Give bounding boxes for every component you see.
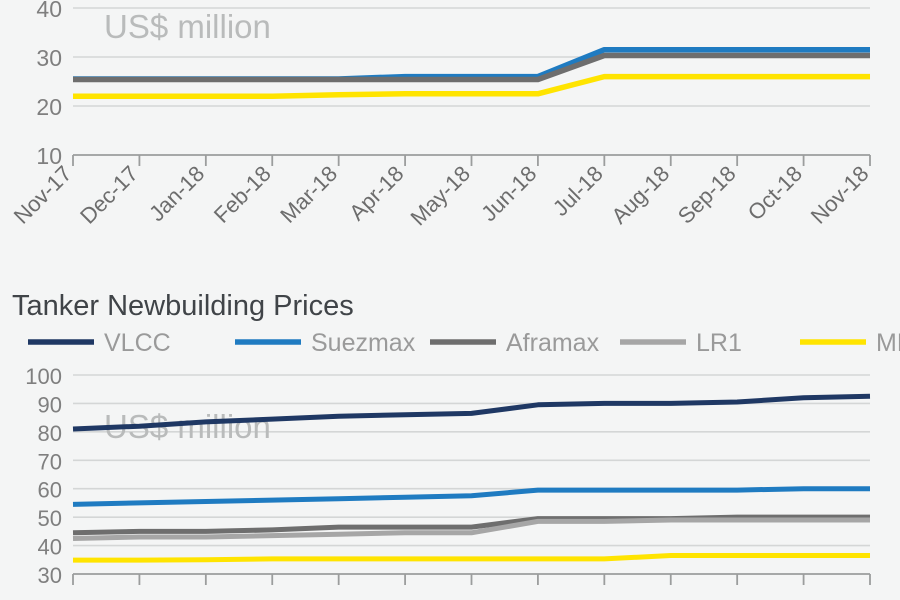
series-line-lr1 — [72, 517, 870, 541]
series-line-mr — [73, 553, 870, 563]
y-axis-tick-label: 50 — [38, 506, 62, 531]
series-line-aframax — [73, 52, 870, 83]
x-axis-tick-label: Jul-18 — [548, 161, 608, 221]
y-axis-tick-label: 30 — [38, 563, 62, 588]
bottom-chart-x-axis — [72, 573, 871, 585]
top-chart-x-axis — [72, 154, 871, 166]
y-axis-tick-label: 90 — [38, 392, 62, 417]
top-chart-panel: 10 20 30 40 US$ million Nov-17 Dec-17 Jan-18 F… — [0, 0, 900, 262]
x-axis-tick-label: Oct-18 — [743, 161, 807, 225]
y-axis-tick-label: 10 — [36, 143, 62, 169]
series-line-suezmax — [72, 486, 870, 507]
bottom-chart-title: Tanker Newbuilding Prices — [12, 290, 354, 322]
y-axis-tick-label: 70 — [38, 449, 62, 474]
legend-label-vlcc: VLCC — [104, 329, 171, 357]
bottom-chart-gridlines — [73, 374, 870, 547]
x-axis-tick-label: Aug-18 — [606, 161, 674, 229]
x-axis-tick-label: Mar-18 — [275, 161, 342, 228]
top-chart-watermark: US$ million — [104, 8, 271, 45]
top-chart-y-axis-labels: 10 20 30 40 — [36, 0, 62, 169]
x-axis-tick-label: Dec-17 — [75, 161, 143, 229]
y-axis-tick-label: 40 — [36, 0, 62, 22]
y-axis-tick-label: 40 — [38, 535, 62, 560]
y-axis-tick-label: 60 — [38, 478, 62, 503]
x-axis-tick-label: Feb-18 — [209, 161, 276, 228]
y-axis-tick-label: 100 — [25, 364, 62, 389]
y-axis-tick-label: 20 — [36, 94, 62, 120]
x-axis-tick-label: Nov-17 — [9, 161, 77, 229]
y-axis-tick-label: 80 — [38, 421, 62, 446]
x-axis-tick-label: May-18 — [405, 161, 475, 231]
y-axis-tick-label: 30 — [36, 45, 62, 71]
legend-label-lr1: LR1 — [696, 329, 742, 357]
series-line-mr — [73, 73, 870, 99]
x-axis-tick-label: Jan-18 — [144, 161, 209, 226]
legend-label-aframax: Aframax — [506, 329, 600, 357]
bottom-chart-legend: VLCC Suezmax Aframax LR1 MR — [28, 329, 900, 357]
bottom-chart-svg: Tanker Newbuilding Prices VLCC Suezmax Afr… — [12, 290, 900, 588]
x-axis-tick-label: Apr-18 — [344, 161, 408, 225]
legend-label-mr: MR — [876, 329, 900, 357]
legend-label-suezmax: Suezmax — [311, 329, 416, 357]
x-axis-tick-label: Jun-18 — [476, 161, 541, 226]
bottom-chart-series — [72, 393, 871, 563]
series-line-vlcc — [72, 393, 871, 432]
series-line-aframax — [72, 514, 870, 536]
bottom-chart-panel: Tanker Newbuilding Prices VLCC Suezmax Afr… — [0, 270, 900, 600]
bottom-chart-y-axis-labels: 30 40 50 60 70 80 90 100 — [25, 364, 62, 588]
top-chart-series — [73, 46, 870, 99]
x-axis-tick-label: Sep-18 — [673, 161, 741, 229]
x-axis-tick-label: Nov-18 — [806, 161, 874, 229]
